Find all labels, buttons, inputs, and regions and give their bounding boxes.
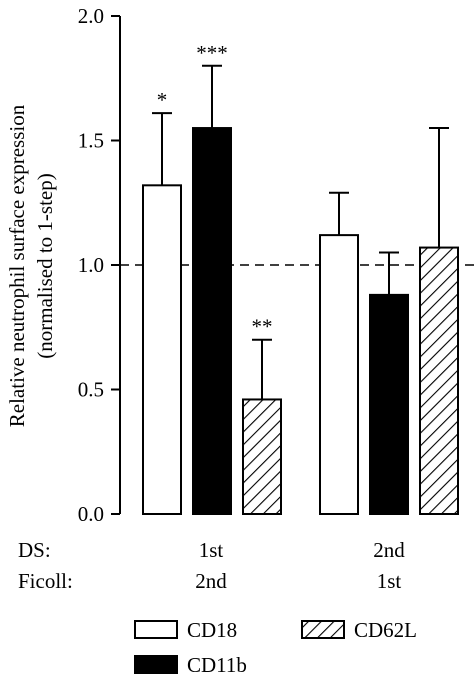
y-tick-label: 1.0 [78, 253, 104, 277]
bar-cd62l-group-2 [419, 246, 459, 515]
significance-cd11b: *** [196, 41, 228, 65]
legend-swatch-cd11b [134, 655, 178, 674]
y-axis-ticks: 0.0 0.5 1.0 1.5 2.0 [78, 4, 120, 526]
y-tick-label: 1.5 [78, 129, 104, 153]
group-ficoll-value-2: 1st [377, 569, 402, 593]
group-row-label-ds: DS: [18, 538, 51, 562]
y-tick-label: 0.0 [78, 502, 104, 526]
y-axis-label: Relative neutrophil surface expression [5, 104, 29, 427]
y-axis-sublabel: (normalised to 1-step) [33, 173, 57, 358]
y-tick-label: 2.0 [78, 4, 104, 28]
bar-cd11b-group-2 [369, 293, 409, 515]
significance-cd62l: ** [252, 315, 273, 339]
group-ds-value-2: 2nd [373, 538, 405, 562]
group-ds-value-1: 1st [199, 538, 224, 562]
legend-swatch-cd18 [134, 620, 178, 639]
group-row-label-ficoll: Ficoll: [18, 569, 73, 593]
bars-group: ****** [142, 41, 459, 516]
bar-cd18-group-1 [142, 184, 182, 515]
bar-cd18-group-2 [319, 234, 359, 515]
y-tick-label: 0.5 [78, 378, 104, 402]
legend-label-cd18: CD18 [187, 618, 237, 642]
group-ficoll-value-1: 2nd [195, 569, 227, 593]
bar-cd62l-group-1 [242, 398, 282, 515]
legend-label-cd62l: CD62L [354, 618, 417, 642]
bar-cd11b-group-1 [192, 127, 232, 516]
legend-label-cd11b: CD11b [187, 653, 247, 677]
significance-cd18: * [157, 88, 168, 112]
legend-swatch-cd62l [301, 620, 345, 639]
legend: CD18 CD11b CD62L [134, 618, 417, 677]
